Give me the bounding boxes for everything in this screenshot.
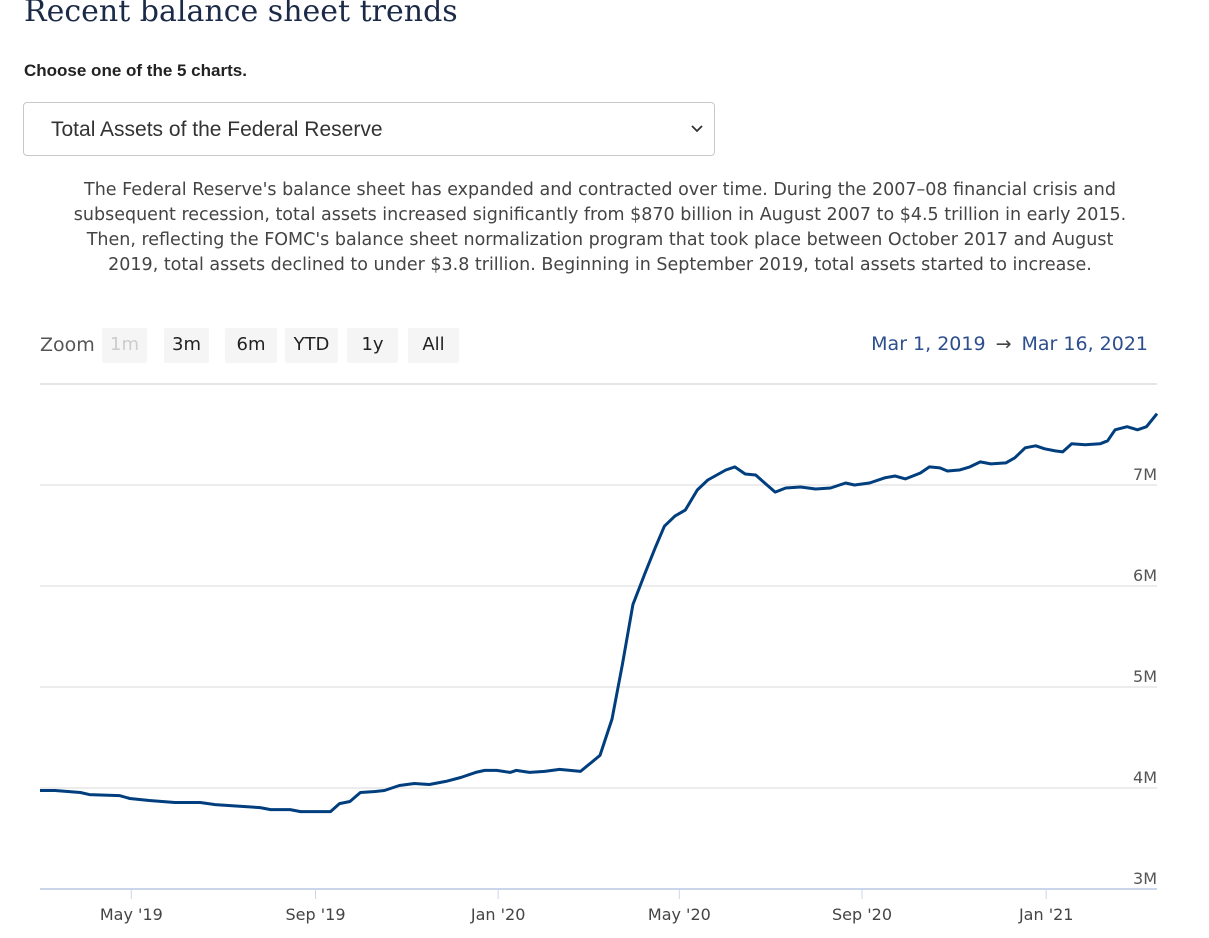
range-arrow: → [995, 333, 1012, 355]
zoom-1m-button[interactable]: 1m [102, 328, 147, 363]
zoom-label: Zoom [40, 334, 95, 356]
chart-description: The Federal Reserve's balance sheet has … [73, 180, 1127, 275]
y-tick-label: 5M [1133, 667, 1157, 686]
page-title: Recent balance sheet trends [24, 0, 458, 29]
total-assets-line [40, 412, 1159, 814]
x-tick-label: Sep '19 [286, 905, 346, 924]
y-tick-label: 6M [1133, 566, 1157, 585]
chart-select[interactable]: Total Assets of the Federal Reserve [23, 102, 715, 156]
zoom-3m-button[interactable]: 3m [164, 328, 209, 363]
chart-select-value: Total Assets of the Federal Reserve [51, 118, 383, 141]
y-tick-label: 4M [1133, 768, 1157, 787]
zoom-ytd-button[interactable]: YTD [285, 328, 338, 363]
x-tick-label: Jan '21 [1018, 905, 1074, 924]
range-to[interactable]: Mar 16, 2021 [1021, 333, 1149, 355]
x-tick-label: Jan '20 [470, 905, 526, 924]
x-tick-label: May '20 [648, 905, 711, 924]
y-tick-label: 7M [1133, 465, 1157, 484]
zoom-1y-button[interactable]: 1y [347, 328, 398, 363]
x-tick-label: Sep '20 [832, 905, 892, 924]
date-range: Mar 1, 2019 → Mar 16, 2021 [871, 333, 1148, 355]
x-tick-label: May '19 [100, 905, 163, 924]
chevron-down-icon [690, 121, 704, 140]
chart-chooser-label: Choose one of the 5 charts. [24, 61, 247, 80]
zoom-all-button[interactable]: All [408, 328, 459, 363]
y-tick-label: 3M [1133, 869, 1157, 888]
range-from[interactable]: Mar 1, 2019 [871, 333, 986, 355]
zoom-6m-button[interactable]: 6m [225, 328, 277, 363]
